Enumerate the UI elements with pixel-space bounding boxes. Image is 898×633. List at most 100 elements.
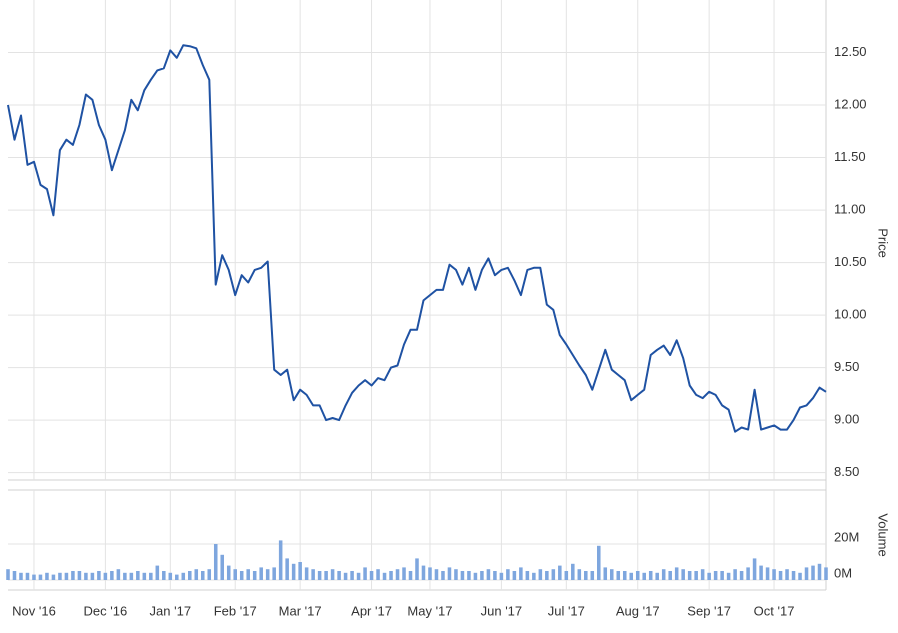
volume-bar <box>480 571 484 580</box>
volume-bar <box>103 572 108 580</box>
volume-bar <box>785 569 789 580</box>
volume-bar <box>330 569 335 580</box>
x-tick-label: May '17 <box>407 603 452 618</box>
volume-bar <box>408 571 413 580</box>
volume-bar <box>97 571 101 580</box>
volume-bar <box>772 569 776 580</box>
volume-bar <box>713 571 718 580</box>
y-tick-label: 11.00 <box>834 202 866 217</box>
volume-bar <box>213 544 218 580</box>
volume-bar <box>19 572 23 580</box>
x-tick-label: Jan '17 <box>150 603 192 618</box>
volume-bar <box>200 571 205 580</box>
volume-bar <box>687 571 692 580</box>
volume-bar <box>564 571 569 580</box>
volume-bar <box>194 569 199 580</box>
volume-bar <box>259 567 263 580</box>
volume-bar <box>609 569 614 580</box>
volume-bar <box>824 567 828 580</box>
volume-bar <box>363 567 367 580</box>
volume-bar <box>635 571 640 580</box>
volume-bar <box>674 567 679 580</box>
volume-bar <box>421 565 426 580</box>
volume-bar <box>447 567 452 580</box>
volume-bar <box>778 571 783 580</box>
volume-bar <box>538 569 543 580</box>
volume-bar <box>817 563 822 580</box>
y-tick-label: 0M <box>834 565 852 580</box>
volume-bar <box>376 569 380 580</box>
volume-bar <box>252 571 257 580</box>
volume-bar <box>661 569 666 580</box>
volume-bar <box>155 565 160 580</box>
volume-bar <box>343 572 348 580</box>
volume-bar <box>239 571 244 580</box>
volume-bar <box>129 572 134 580</box>
volume-bar <box>181 572 186 580</box>
y-tick-label: 20M <box>834 529 859 544</box>
volume-bar <box>726 572 731 580</box>
volume-bar <box>356 572 361 580</box>
y-tick-label: 8.50 <box>834 464 859 479</box>
y-tick-label: 9.50 <box>834 359 859 374</box>
volume-bar <box>233 569 237 580</box>
volume-bar <box>668 571 672 580</box>
volume-bar <box>428 567 432 580</box>
x-tick-label: Jul '17 <box>548 603 585 618</box>
x-tick-label: Nov '16 <box>12 603 56 618</box>
volume-bar <box>629 572 634 580</box>
volume-bar <box>577 569 582 580</box>
volume-bar <box>616 571 621 580</box>
volume-bar <box>402 567 406 580</box>
volume-bar <box>603 567 608 580</box>
volume-bar <box>265 569 270 580</box>
y-tick-label: 10.00 <box>834 307 867 322</box>
volume-bar <box>304 567 309 580</box>
volume-bar <box>220 554 225 580</box>
volume-bar <box>12 571 17 580</box>
x-tick-label: Mar '17 <box>279 603 322 618</box>
volume-bar <box>110 571 114 580</box>
volume-bar <box>545 571 549 580</box>
volume-bar <box>532 572 536 580</box>
volume-bar <box>434 569 439 580</box>
volume-bar <box>759 565 763 580</box>
volume-bar <box>317 571 322 580</box>
volume-bar <box>648 571 653 580</box>
y-tick-label: 12.50 <box>834 44 867 59</box>
volume-bar <box>291 563 296 580</box>
volume-bar <box>337 571 341 580</box>
volume-bar <box>460 571 465 580</box>
y-axis-label: Volume <box>876 513 891 556</box>
volume-bar <box>551 569 556 580</box>
volume-bar <box>175 574 179 580</box>
volume-bar <box>694 571 698 580</box>
volume-bar <box>6 569 10 580</box>
volume-bar <box>324 571 328 580</box>
volume-bar <box>278 540 283 580</box>
volume-bar <box>739 571 744 580</box>
volume-bar <box>642 572 646 580</box>
volume-bar <box>90 572 95 580</box>
volume-bar <box>38 574 43 580</box>
volume-bar <box>506 569 510 580</box>
volume-bar <box>32 574 36 580</box>
volume-bar <box>123 572 127 580</box>
y-tick-label: 10.50 <box>834 254 867 269</box>
volume-bar <box>188 571 192 580</box>
y-axis-label: Price <box>876 228 891 258</box>
volume-bar <box>162 571 166 580</box>
volume-bar <box>382 572 387 580</box>
volume-bar <box>746 567 750 580</box>
y-tick-label: 9.00 <box>834 412 859 427</box>
volume-bar <box>622 571 627 580</box>
volume-bar <box>707 572 711 580</box>
volume-bar <box>64 572 69 580</box>
volume-bar <box>441 571 445 580</box>
y-tick-label: 11.50 <box>834 149 866 164</box>
volume-bar <box>499 572 504 580</box>
volume-bar <box>681 569 685 580</box>
x-tick-label: Aug '17 <box>616 603 660 618</box>
